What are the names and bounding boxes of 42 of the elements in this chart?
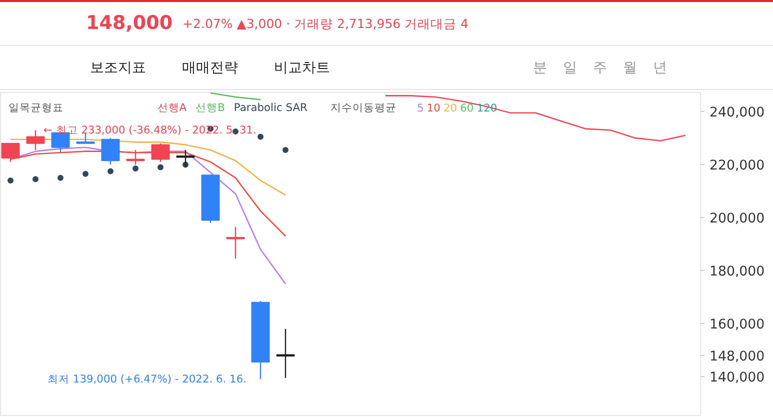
y-tick-label: 148,000 [710, 349, 765, 364]
point [8, 177, 14, 184]
y-tick-label: 180,000 [710, 264, 765, 280]
point [32, 176, 38, 182]
candlestick [276, 328, 295, 378]
point [132, 166, 138, 172]
text: 비교차트 [274, 60, 330, 76]
series-label: Parabolic SAR [234, 101, 308, 114]
text: 보조지표 [90, 60, 146, 76]
text: 일 [563, 60, 577, 76]
annotation: 최저 139,000 (+6.47%) - 2022. 6. 16. [48, 372, 246, 386]
text: 년 [653, 60, 667, 76]
point [258, 134, 264, 140]
y-tick-label: 140,000 [710, 370, 765, 386]
text: 분 [533, 60, 547, 76]
chart-title: 148,000 [86, 10, 173, 36]
candlestick [151, 142, 170, 163]
text: 매매전략 [182, 60, 238, 76]
text: 20 [444, 102, 458, 114]
text: 10 [426, 102, 441, 114]
text: 주 [593, 60, 607, 76]
legend-label: 60 [460, 102, 474, 114]
point [108, 168, 114, 174]
y-tick-label: 160,000 [710, 318, 765, 333]
point [82, 170, 88, 177]
y-tick-label: 220,000 [710, 158, 765, 174]
point [58, 174, 64, 181]
candlestick [226, 226, 245, 260]
series-label: 선행B [196, 101, 225, 114]
text: 선행A [157, 101, 188, 114]
annotation: 지수이동평균 [330, 101, 397, 114]
y-tick-label: 240,000 [710, 106, 765, 121]
candlestick [26, 130, 45, 151]
point [282, 147, 288, 153]
point [158, 164, 164, 170]
text: 5 [417, 102, 424, 114]
annotation: 일목균형표 [8, 101, 64, 114]
candlestick [101, 137, 120, 166]
y-tick-label: 200,000 [710, 212, 765, 227]
chart-subtitle: +2.07% ▲3,000 · 거래량 2,713,956 거래대금 4 [182, 14, 469, 32]
text: 월 [623, 60, 637, 76]
candlestick [1, 142, 20, 163]
